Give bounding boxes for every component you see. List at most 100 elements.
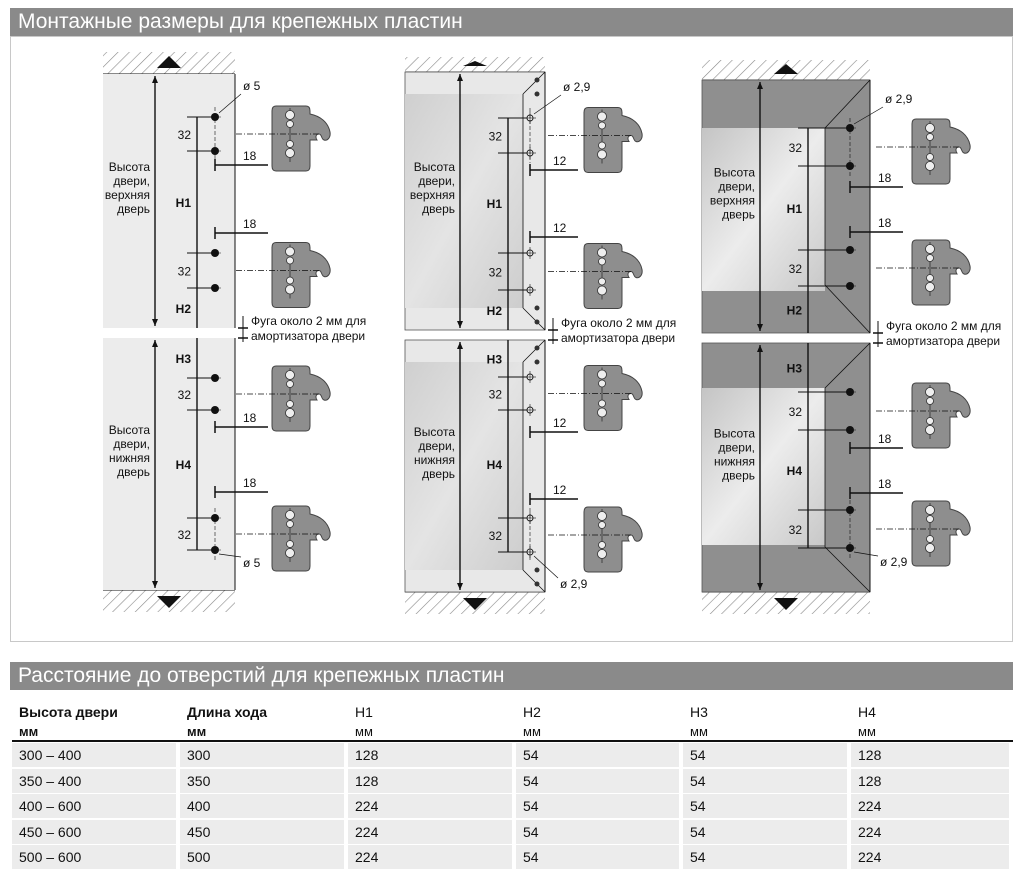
upper-door-panel	[702, 128, 825, 291]
door-height-lower-label: Высота	[414, 425, 456, 439]
leader-line	[218, 553, 242, 558]
plate-hole	[285, 510, 295, 520]
bevel	[522, 569, 546, 593]
spacing-32-label: 32	[178, 388, 192, 402]
plate-hole	[925, 161, 935, 171]
h3-label: H3	[787, 362, 803, 376]
plate-hole	[286, 140, 294, 148]
table-cell: 500 – 600	[12, 845, 176, 869]
plate-hole	[598, 379, 606, 388]
table-cell: 54	[516, 794, 679, 818]
column-unit: мм	[523, 724, 541, 739]
column-header: Высота двери мм	[12, 701, 176, 741]
door-height-upper-label: дверь	[722, 208, 755, 222]
bevel	[824, 546, 871, 593]
arrowhead	[757, 324, 763, 331]
plate-hole	[285, 110, 295, 120]
plate-hole	[286, 520, 294, 528]
plate-hole	[598, 121, 606, 130]
plate-hole	[286, 380, 294, 388]
plate-hole	[286, 276, 294, 285]
bevel	[824, 284, 871, 334]
arrowhead	[757, 583, 763, 590]
table-cell: 300 – 400	[12, 743, 176, 767]
bevel	[824, 79, 871, 129]
gap-note: Фуга около 2 мм для	[251, 314, 366, 328]
door-height-upper-label: Высота	[109, 160, 151, 174]
hole-diameter-label: ø 5	[243, 79, 261, 93]
screw-icon	[534, 345, 540, 351]
table-cell: 54	[516, 819, 679, 844]
mounting-plate-icon	[911, 118, 971, 185]
plate-hole	[598, 277, 606, 286]
mounting-plate-icon	[271, 105, 331, 172]
table-cell: 224	[851, 794, 1009, 818]
mounting-plate-icon	[911, 382, 971, 449]
door-height-lower-label: двери,	[113, 437, 150, 451]
leader-line	[853, 106, 884, 125]
plate-hole	[926, 133, 934, 141]
table-cell: 224	[348, 845, 512, 869]
door-height-lower-label: дверь	[117, 465, 150, 479]
header-rule	[12, 740, 1013, 742]
gap-note: амортизатора двери	[561, 331, 675, 345]
h3-label: H3	[487, 353, 503, 367]
plate-hole	[598, 257, 606, 266]
column-label: H1	[355, 704, 373, 720]
column-header: H3 мм	[683, 701, 847, 741]
plate-hole	[925, 543, 935, 553]
bevel	[522, 339, 546, 363]
h2-label: H2	[787, 304, 803, 318]
screw-icon	[534, 319, 540, 325]
door-height-lower-label: Высота	[714, 427, 756, 441]
door-height-lower-label: двери,	[718, 441, 755, 455]
column-unit: мм	[858, 724, 876, 739]
spacing-32-label: 32	[789, 523, 803, 537]
mounting-plate-icon	[583, 506, 643, 573]
section-title-distances: Расстояние до отверстий для крепежных пл…	[10, 662, 1013, 690]
column-label: H2	[523, 704, 541, 720]
edge-distance-label: 18	[243, 149, 257, 163]
plate-hole	[597, 111, 607, 122]
spacing-32-label: 32	[789, 141, 803, 155]
table-cell: 224	[348, 819, 512, 844]
door-height-lower-label: нижняя	[109, 451, 150, 465]
plate-hole	[598, 541, 606, 549]
table-cell: 54	[683, 819, 847, 844]
arrowhead	[457, 342, 463, 349]
gap-note: Фуга около 2 мм для	[886, 319, 1001, 333]
plate-hole	[925, 282, 935, 292]
table-cell: 450	[180, 819, 344, 844]
plate-hole	[925, 425, 935, 435]
table-cell: 450 – 600	[12, 819, 176, 844]
column-header: H1 мм	[348, 701, 512, 741]
arrowhead	[757, 82, 763, 89]
door-height-upper-label: дверь	[117, 202, 150, 216]
mounting-plate-icon	[271, 365, 331, 432]
h1-label: H1	[787, 202, 803, 216]
bevel	[522, 71, 546, 95]
h4-label: H4	[176, 458, 192, 472]
mounting-diagrams: Высотадвери,верхняядверьВысотадвери,нижн…	[103, 52, 1001, 614]
leader-line	[853, 551, 879, 557]
column-label: H3	[690, 704, 708, 720]
column-unit: мм	[690, 724, 708, 739]
table-cell: 400 – 600	[12, 794, 176, 818]
table-cell: 54	[516, 768, 679, 793]
gap-note: амортизатора двери	[251, 329, 365, 343]
plate-hole	[598, 141, 606, 150]
h1-label: H1	[487, 197, 503, 211]
door-height-lower-label: двери,	[418, 439, 455, 453]
up-arrow-icon	[157, 56, 181, 68]
plate-hole	[597, 511, 607, 521]
hole-diameter-label: ø 2,9	[880, 555, 908, 569]
spacing-32-label: 32	[178, 128, 192, 142]
mounting-plate-icon	[583, 365, 643, 431]
table-cell: 350 – 400	[12, 768, 176, 793]
section-title-mounting: Монтажные размеры для крепежных пластин	[10, 8, 1013, 36]
table-cell: 400	[180, 794, 344, 818]
table-cell: 300	[180, 743, 344, 767]
screw-icon	[534, 567, 540, 573]
door-height-upper-label: двери,	[718, 180, 755, 194]
door-height-upper-label: дверь	[422, 202, 455, 216]
